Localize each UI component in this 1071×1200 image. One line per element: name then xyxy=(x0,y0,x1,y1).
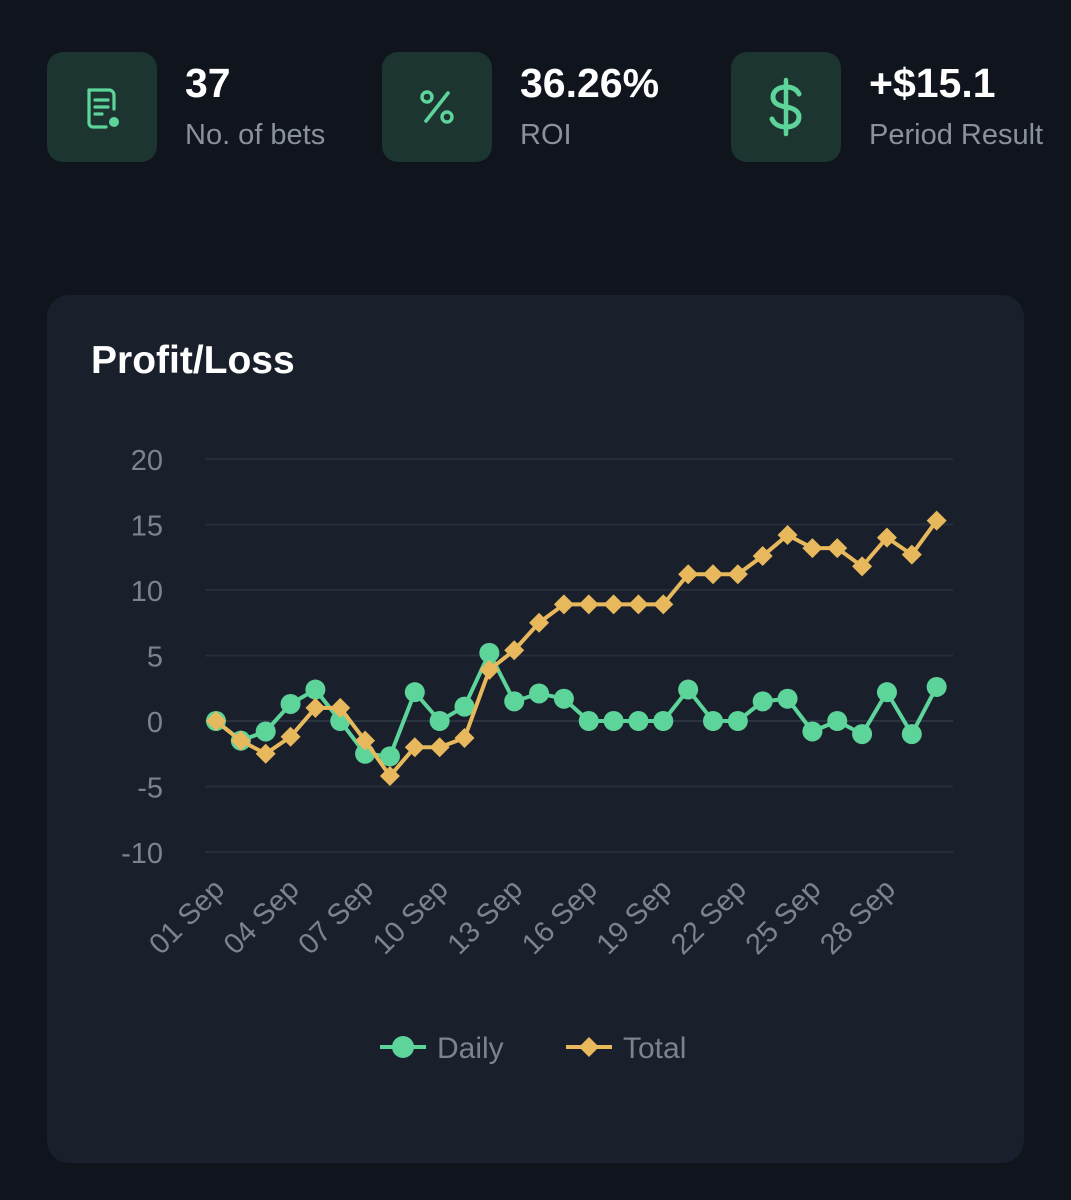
y-tick-label: 10 xyxy=(131,576,163,608)
x-tick-label: 16 Sep xyxy=(516,873,604,961)
data-point-daily xyxy=(703,711,723,731)
data-point-total xyxy=(255,743,276,764)
dollar-icon xyxy=(731,52,841,162)
profit-loss-card: Profit/Loss 20 15 10 5 0 -5 -10 01 Sep 04 Sep 07 … xyxy=(47,295,1024,1163)
data-point-daily xyxy=(578,711,599,731)
data-point-daily xyxy=(678,679,699,700)
receipt-icon xyxy=(47,52,157,162)
percent-icon xyxy=(382,52,492,162)
data-point-total xyxy=(876,527,897,548)
data-point-daily xyxy=(404,682,425,703)
y-tick-label: 5 xyxy=(147,642,163,674)
data-point-total xyxy=(529,612,550,633)
chart-title: Profit/Loss xyxy=(91,339,295,382)
x-tick-label: 22 Sep xyxy=(665,873,753,961)
data-point-total xyxy=(280,726,301,747)
series-line-daily xyxy=(214,650,939,759)
x-tick-label: 25 Sep xyxy=(740,873,828,961)
legend-label-total[interactable]: Total xyxy=(623,1032,686,1065)
legend-marker-total xyxy=(579,1037,599,1057)
data-point-daily xyxy=(280,693,301,714)
data-point-daily xyxy=(876,682,897,703)
data-point-total xyxy=(901,544,922,565)
data-point-total xyxy=(653,594,674,615)
data-point-total xyxy=(827,538,848,559)
data-point-total xyxy=(578,594,599,615)
data-point-total xyxy=(553,594,574,615)
x-tick-label: 13 Sep xyxy=(442,873,530,961)
data-point-total xyxy=(752,545,773,566)
data-point-total xyxy=(802,538,823,559)
data-point-total xyxy=(926,510,947,531)
data-point-daily xyxy=(479,642,500,663)
x-tick-label: 07 Sep xyxy=(292,873,380,961)
data-point-total xyxy=(727,564,748,585)
data-point-daily xyxy=(901,724,922,745)
data-point-total xyxy=(454,728,475,749)
x-tick-label: 04 Sep xyxy=(218,873,306,961)
data-point-daily xyxy=(255,721,276,742)
data-point-daily xyxy=(827,711,848,731)
data-point-daily xyxy=(727,711,748,731)
series-line-total xyxy=(214,519,939,779)
legend-label-daily[interactable]: Daily xyxy=(437,1032,504,1065)
bets-label: No. of bets xyxy=(185,119,326,151)
data-point-total xyxy=(504,640,525,661)
data-point-daily xyxy=(653,711,674,731)
x-tick-label: 19 Sep xyxy=(591,873,679,961)
data-point-total xyxy=(678,564,699,585)
period-result-label: Period Result xyxy=(869,119,1044,151)
data-point-daily xyxy=(553,688,574,709)
data-point-daily xyxy=(379,746,400,767)
data-point-total xyxy=(404,737,425,758)
y-tick-label: -5 xyxy=(137,773,163,805)
y-tick-label: -10 xyxy=(121,838,163,870)
data-point-daily xyxy=(429,711,450,731)
data-point-total xyxy=(230,730,251,751)
data-point-daily xyxy=(628,711,649,731)
data-point-total xyxy=(777,524,798,545)
data-point-total xyxy=(603,594,624,615)
period-result-value: +$15.1 xyxy=(869,60,996,106)
bets-count: 37 xyxy=(185,60,231,106)
data-point-daily xyxy=(752,691,773,712)
y-tick-label: 20 xyxy=(131,445,163,477)
data-point-total xyxy=(429,737,450,758)
data-point-daily xyxy=(802,721,823,742)
roi-label: ROI xyxy=(520,119,572,151)
data-point-daily xyxy=(529,683,550,704)
data-point-total xyxy=(379,766,400,787)
data-point-total xyxy=(479,659,500,680)
data-point-daily xyxy=(926,676,947,697)
data-point-total xyxy=(355,730,376,751)
data-point-total xyxy=(330,697,351,718)
data-point-daily xyxy=(504,691,525,712)
data-point-daily xyxy=(852,724,873,745)
legend-marker-daily xyxy=(392,1036,414,1058)
data-point-daily xyxy=(305,679,326,700)
data-point-daily xyxy=(603,711,624,731)
data-point-total xyxy=(305,697,326,718)
x-tick-label: 01 Sep xyxy=(143,873,231,961)
data-point-total xyxy=(628,594,649,615)
x-tick-label: 10 Sep xyxy=(367,873,455,961)
roi-value: 36.26% xyxy=(520,60,660,106)
data-point-daily xyxy=(777,688,798,709)
data-point-total xyxy=(852,556,873,577)
data-point-total xyxy=(703,564,723,585)
y-tick-label: 15 xyxy=(131,511,163,543)
data-point-total xyxy=(206,711,226,731)
data-point-daily xyxy=(454,696,475,717)
y-tick-label: 0 xyxy=(147,707,163,739)
x-tick-label: 28 Sep xyxy=(814,873,902,961)
